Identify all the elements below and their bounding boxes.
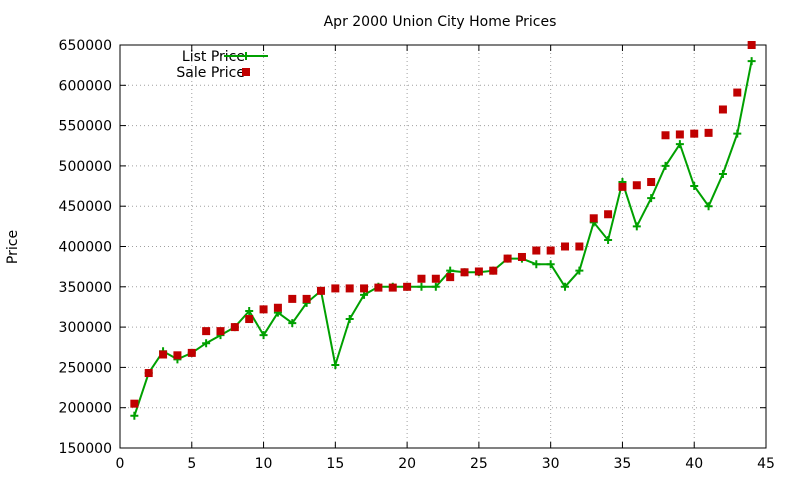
sale-price-point bbox=[273, 303, 282, 312]
sale-price-point bbox=[173, 351, 182, 360]
legend-label: List Price bbox=[182, 49, 245, 65]
sale-price-point bbox=[532, 246, 541, 255]
sale-price-point bbox=[618, 182, 627, 191]
y-tick-label: 650000 bbox=[59, 38, 112, 54]
sale-price-point bbox=[259, 305, 268, 314]
list-price-point bbox=[675, 140, 684, 149]
sale-price-point bbox=[561, 242, 570, 251]
sale-price-point bbox=[144, 369, 153, 378]
x-tick-label: 30 bbox=[542, 456, 560, 472]
sale-price-point bbox=[718, 105, 727, 114]
legend-plus-swatch bbox=[242, 52, 250, 60]
y-tick-label: 600000 bbox=[59, 78, 112, 94]
sale-price-point bbox=[575, 242, 584, 251]
sale-price-point bbox=[704, 128, 713, 137]
sale-price-point bbox=[431, 274, 440, 283]
y-tick-label: 350000 bbox=[59, 280, 112, 296]
x-tick-label: 5 bbox=[187, 456, 196, 472]
sale-price-point bbox=[690, 129, 699, 138]
list-price-point bbox=[575, 266, 584, 275]
x-tick-label: 10 bbox=[255, 456, 273, 472]
sale-price-point bbox=[316, 286, 325, 295]
list-price-point bbox=[632, 222, 641, 231]
sale-price-point bbox=[360, 284, 369, 293]
list-price-point bbox=[718, 169, 727, 178]
list-price-point bbox=[202, 339, 211, 348]
y-tick-label: 550000 bbox=[59, 119, 112, 135]
list-price-point bbox=[288, 319, 297, 328]
series-layer bbox=[130, 41, 756, 420]
sale-price-point bbox=[187, 348, 196, 357]
list-price-point bbox=[130, 411, 139, 420]
sale-price-point bbox=[604, 210, 613, 219]
x-tick-label: 15 bbox=[326, 456, 344, 472]
sale-price-point bbox=[489, 266, 498, 275]
series-2 bbox=[130, 41, 756, 408]
list-price-point bbox=[331, 360, 340, 369]
list-price-point bbox=[259, 331, 268, 340]
sale-price-point bbox=[202, 327, 211, 336]
list-price-point bbox=[690, 182, 699, 191]
axis-ticks: 0 5 10 15 20 25 30 35 40 45 150000 200000 250000 3000… bbox=[59, 38, 775, 472]
sale-price-point bbox=[747, 41, 756, 49]
y-tick-label: 150000 bbox=[59, 441, 112, 457]
list-price-point bbox=[546, 260, 555, 269]
sale-price-point bbox=[446, 273, 455, 282]
y-axis-label: Price bbox=[5, 230, 21, 264]
list-price-point bbox=[647, 194, 656, 203]
x-tick-label: 20 bbox=[398, 456, 416, 472]
sale-price-point bbox=[230, 323, 239, 332]
sale-price-point bbox=[374, 283, 383, 292]
list-price-point bbox=[345, 315, 354, 324]
sale-price-point bbox=[589, 214, 598, 223]
sale-price-point bbox=[288, 294, 297, 303]
list-price-point bbox=[747, 57, 756, 66]
y-tick-label: 250000 bbox=[59, 360, 112, 376]
sale-price-point bbox=[331, 284, 340, 293]
sale-price-point bbox=[517, 252, 526, 261]
sale-price-point bbox=[503, 254, 512, 263]
sale-price-point bbox=[130, 399, 139, 408]
legend-square-swatch bbox=[242, 68, 250, 76]
sale-price-point bbox=[675, 130, 684, 139]
chart-title: Apr 2000 Union City Home Prices bbox=[324, 14, 557, 30]
list-price-point bbox=[431, 282, 440, 291]
x-tick-label: 35 bbox=[614, 456, 632, 472]
y-tick-label: 300000 bbox=[59, 320, 112, 336]
sale-price-point bbox=[159, 350, 168, 359]
list-price-point bbox=[733, 129, 742, 138]
list-price-point bbox=[661, 161, 670, 170]
list-price-point bbox=[604, 236, 613, 245]
list-price-point bbox=[245, 306, 254, 315]
sale-price-point bbox=[647, 178, 656, 187]
sale-price-point bbox=[403, 282, 412, 291]
sale-price-point bbox=[417, 274, 426, 283]
x-tick-label: 45 bbox=[757, 456, 775, 472]
legend-label: Sale Price bbox=[176, 65, 245, 81]
sale-price-point bbox=[216, 327, 225, 336]
y-tick-label: 450000 bbox=[59, 199, 112, 215]
sale-price-point bbox=[245, 315, 254, 324]
sale-price-point bbox=[302, 294, 311, 303]
sale-price-point bbox=[546, 246, 555, 255]
list-price-point bbox=[532, 260, 541, 269]
y-tick-label: 500000 bbox=[59, 159, 112, 175]
x-tick-label: 40 bbox=[685, 456, 703, 472]
list-price-point bbox=[417, 282, 426, 291]
list-price-point bbox=[561, 282, 570, 291]
x-tick-label: 25 bbox=[470, 456, 488, 472]
sale-price-point bbox=[388, 283, 397, 292]
y-tick-label: 200000 bbox=[59, 401, 112, 417]
list-price-point bbox=[704, 202, 713, 211]
sale-price-point bbox=[632, 181, 641, 190]
y-tick-label: 400000 bbox=[59, 240, 112, 256]
sale-price-point bbox=[474, 267, 483, 276]
sale-price-point bbox=[345, 284, 354, 293]
x-tick-label: 0 bbox=[116, 456, 125, 472]
sale-price-point bbox=[661, 131, 670, 140]
sale-price-point bbox=[733, 88, 742, 97]
sale-price-point bbox=[460, 268, 469, 277]
